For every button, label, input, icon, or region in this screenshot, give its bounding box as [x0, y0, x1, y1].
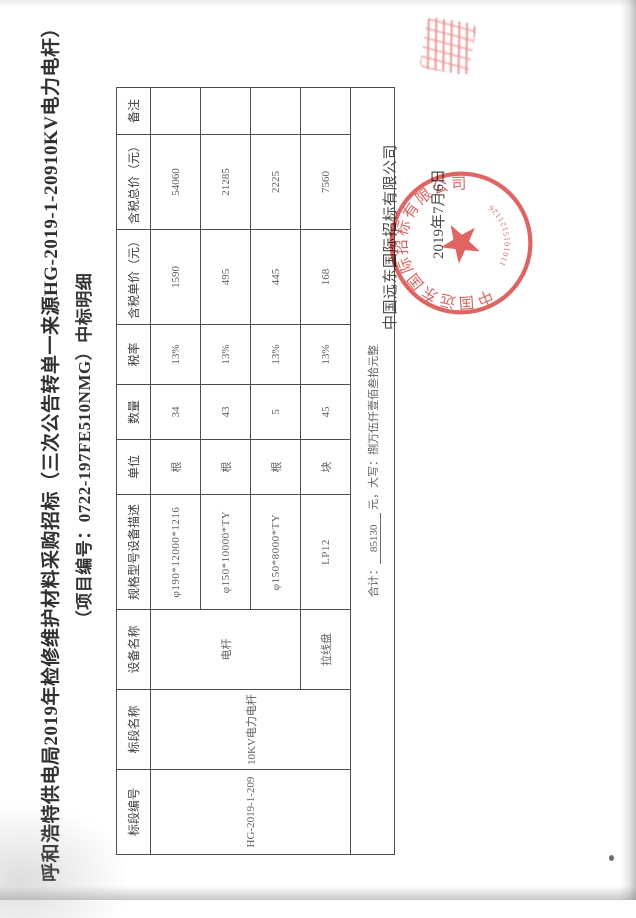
cell-total-price: 2225	[250, 134, 301, 230]
ink-dot-artifact	[609, 855, 614, 861]
cell-device-anchor-plate: 拉线盘	[300, 609, 351, 690]
cell-note	[300, 87, 351, 135]
company-seal: 中国远东国际招标有限公司 1101015121126	[379, 171, 533, 325]
cell-total-price: 7560	[300, 134, 351, 230]
scan-smudge-bottom-left	[0, 803, 130, 918]
cell-tax-rate: 13%	[200, 324, 251, 385]
cell-tax-rate: 13%	[300, 324, 351, 385]
header-unit-price: 含税单价（元）	[116, 229, 151, 325]
cell-device-pole: 电杆	[150, 609, 301, 690]
cell-unit-price: 1590	[150, 229, 201, 325]
table-row: HG-2019-1-209 10KV电力电杆 电杆 φ190*12000*121…	[150, 87, 351, 855]
scan-edge-right	[620, 0, 636, 900]
header-tax-rate: 税率	[116, 324, 151, 385]
cell-section-number: HG-2019-1-209	[150, 769, 351, 855]
total-label: 合计：	[367, 564, 380, 598]
cell-unit: 块	[300, 439, 351, 495]
cell-unit: 根	[250, 439, 301, 495]
total-amount: 85130	[367, 512, 381, 565]
header-section-name: 标段名称	[116, 689, 151, 770]
cell-note	[150, 87, 201, 135]
header-spec: 规格型号设备描述	[116, 494, 151, 610]
cell-qty: 45	[300, 384, 351, 440]
header-note: 备注	[116, 87, 151, 135]
scan-edge-bottom	[0, 886, 636, 900]
document-title-line1: 呼和浩特供电局2019年检修维护材料采购招标（三次公告转单一来源HG-2019-…	[41, 17, 62, 883]
cell-qty: 43	[200, 384, 251, 440]
cell-unit-price: 168	[300, 229, 351, 325]
cell-spec: φ150*10000*TY	[200, 494, 251, 610]
svg-text:中国远东国际招标有限公司: 中国远东国际招标有限公司	[379, 172, 496, 324]
cell-section-name: 10KV电力电杆	[150, 689, 351, 770]
bid-award-table: 标段编号 标段名称 设备名称 规格型号设备描述 单位 数量 税率 含税单价（元）…	[116, 87, 395, 855]
cell-spec: LP12	[300, 494, 351, 610]
total-unit-text: 元，大写：	[367, 454, 380, 510]
seal-ring	[389, 171, 533, 315]
header-total-price: 含税总价（元）	[116, 134, 151, 230]
cell-unit-price: 445	[250, 229, 301, 325]
cell-tax-rate: 13%	[250, 324, 301, 385]
cell-note	[250, 87, 301, 135]
cell-tax-rate: 13%	[150, 324, 201, 385]
cell-spec: φ150*8000*TY	[250, 494, 301, 610]
seal-serial-number: 1101015121126	[485, 200, 518, 269]
cell-unit-price: 495	[200, 229, 251, 325]
stamp-fragment-strokes	[419, 16, 477, 76]
cell-qty: 5	[250, 384, 301, 440]
svg-text:1101015121126: 1101015121126	[485, 200, 518, 269]
cell-total-price: 21285	[200, 134, 251, 230]
document-title-line2: （项目编号：0722-197FE510NMG）中标明细	[75, 272, 94, 628]
seal-star-icon	[440, 225, 480, 264]
table-header-row: 标段编号 标段名称 设备名称 规格型号设备描述 单位 数量 税率 含税单价（元）…	[116, 87, 151, 855]
cell-qty: 34	[150, 384, 201, 440]
stamp-fragment	[419, 16, 477, 76]
cell-total-price: 54060	[150, 134, 201, 230]
cell-spec: φ190*12000*1216	[150, 494, 201, 610]
cell-unit: 根	[150, 439, 201, 495]
total-amount-capital: 捌万伍仟壹佰叁拾元整	[367, 344, 380, 455]
header-device-name: 设备名称	[116, 609, 151, 690]
header-qty: 数量	[116, 384, 151, 440]
cell-unit: 根	[200, 439, 251, 495]
cell-note	[200, 87, 251, 135]
seal-ring-text: 中国远东国际招标有限公司	[379, 172, 496, 324]
scan-edge-top	[0, 0, 636, 7]
header-unit: 单位	[116, 439, 151, 495]
